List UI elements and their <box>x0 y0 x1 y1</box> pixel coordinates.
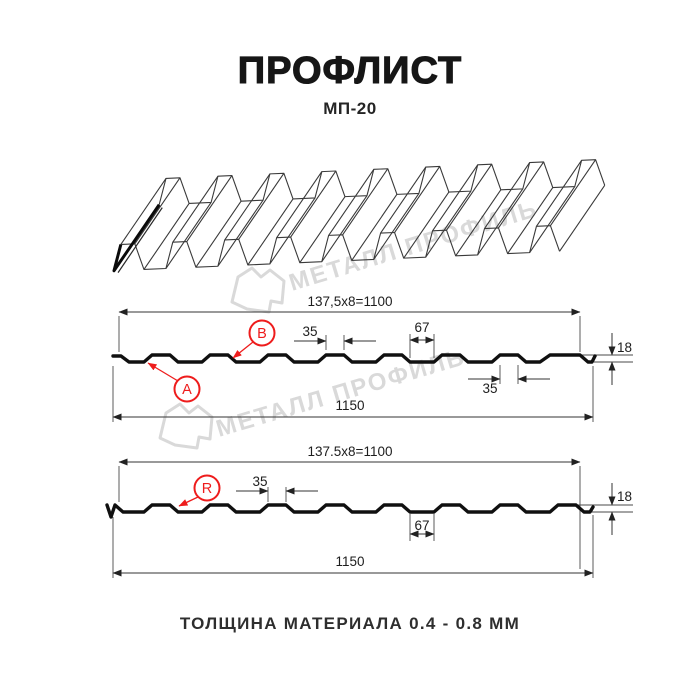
profile-section-top: 137,5x8=1100 35 67 18 35 <box>111 294 633 422</box>
dim-text-width-formula: 137.5x8=1100 <box>308 444 393 459</box>
sheet-3d-front-profile <box>113 225 561 271</box>
callout-b: B <box>232 319 276 359</box>
watermark-text: МЕТАЛЛ ПРОФИЛЬ <box>286 195 541 296</box>
callout-r-circle <box>193 474 221 502</box>
dim-text-18: 18 <box>617 489 632 504</box>
page-title: ПРОФЛИСТ <box>237 49 463 92</box>
dim-text-18: 18 <box>617 340 632 355</box>
dim-text-67: 67 <box>414 320 429 335</box>
dim-height-18: 18 <box>608 483 632 535</box>
callout-a-circle <box>173 375 201 403</box>
metall-profil-logo-icon <box>158 402 214 450</box>
callout-b-letter: B <box>257 326 267 342</box>
dim-valley-67: 67 <box>409 518 435 538</box>
extension-lines <box>112 466 633 578</box>
dim-total-1150: 1150 <box>112 554 594 577</box>
callout-r: R <box>178 474 221 507</box>
dim-total-1150: 1150 <box>112 398 594 421</box>
profile-cross-section <box>111 353 597 364</box>
sheet-3d-thickness-line <box>117 207 163 273</box>
dim-text-width-formula: 137,5x8=1100 <box>308 294 393 309</box>
profile-model-subtitle: МП-20 <box>323 99 377 118</box>
callout-a-letter: A <box>182 382 192 398</box>
dim-text-1150: 1150 <box>335 398 364 413</box>
dim-text-35: 35 <box>252 474 267 489</box>
dim-height-18: 18 <box>608 333 632 385</box>
sheet-3d-cut-edge <box>112 203 161 273</box>
dim-text-35-top: 35 <box>302 324 317 339</box>
dim-width-1100: 137.5x8=1100 <box>118 444 581 466</box>
profile-section-bottom: 137.5x8=1100 35 67 18 1150 <box>105 444 633 578</box>
dim-rib-top-35: 35 <box>294 324 376 345</box>
material-thickness-caption: ТОЛЩИНА МАТЕРИАЛА 0.4 - 0.8 ММ <box>179 614 521 633</box>
profile-cross-section <box>105 503 595 519</box>
dim-text-1150: 1150 <box>335 554 364 569</box>
dim-text-67: 67 <box>414 518 429 533</box>
callout-a: A <box>147 362 201 403</box>
callout-r-letter: R <box>202 481 212 497</box>
sheet-3d-back-profile <box>158 159 606 205</box>
watermark-text: МЕТАЛЛ ПРОФИЛЬ <box>213 343 469 442</box>
callout-b-circle <box>248 319 276 347</box>
dim-width-1100: 137,5x8=1100 <box>118 294 581 316</box>
dim-rib-top-35: 35 <box>236 474 318 495</box>
dim-text-35-bottom: 35 <box>482 381 497 396</box>
dim-valley-67: 67 <box>409 320 435 344</box>
dim-rib-bottom-35: 35 <box>468 375 550 396</box>
metall-profil-logo-icon <box>230 266 286 314</box>
sheet-3d-view <box>112 159 606 273</box>
